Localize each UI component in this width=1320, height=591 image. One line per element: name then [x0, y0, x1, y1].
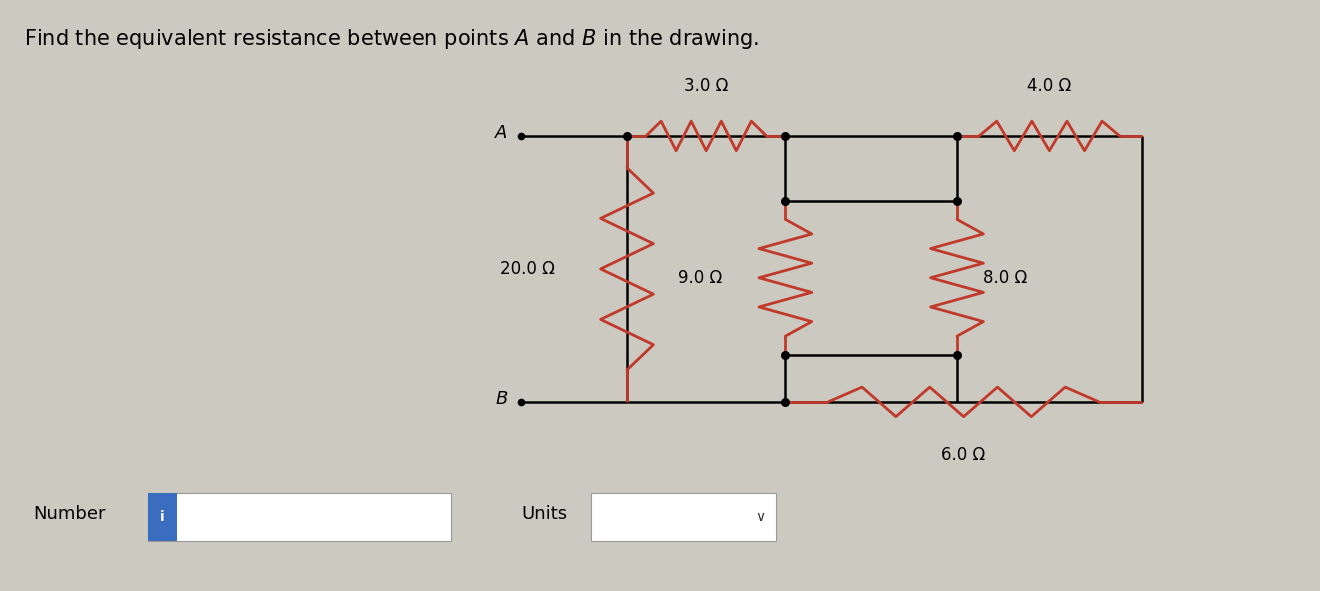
Bar [148, 493, 451, 541]
Text: Find the equivalent resistance between points $A$ and $B$ in the drawing.: Find the equivalent resistance between p… [24, 27, 759, 51]
Text: $A$: $A$ [494, 124, 508, 142]
Bar [591, 493, 776, 541]
Text: Units: Units [521, 505, 568, 523]
Text: 4.0 Ω: 4.0 Ω [1027, 77, 1072, 95]
Text: 6.0 Ω: 6.0 Ω [941, 446, 986, 464]
Text: 9.0 Ω: 9.0 Ω [677, 269, 722, 287]
Text: 3.0 Ω: 3.0 Ω [684, 77, 729, 95]
Text: i: i [160, 510, 165, 524]
Text: 8.0 Ω: 8.0 Ω [983, 269, 1028, 287]
Text: $B$: $B$ [495, 390, 508, 408]
Bar [148, 493, 177, 541]
Text: ∨: ∨ [755, 510, 766, 524]
Text: 20.0 Ω: 20.0 Ω [499, 260, 554, 278]
Text: Number: Number [33, 505, 106, 523]
